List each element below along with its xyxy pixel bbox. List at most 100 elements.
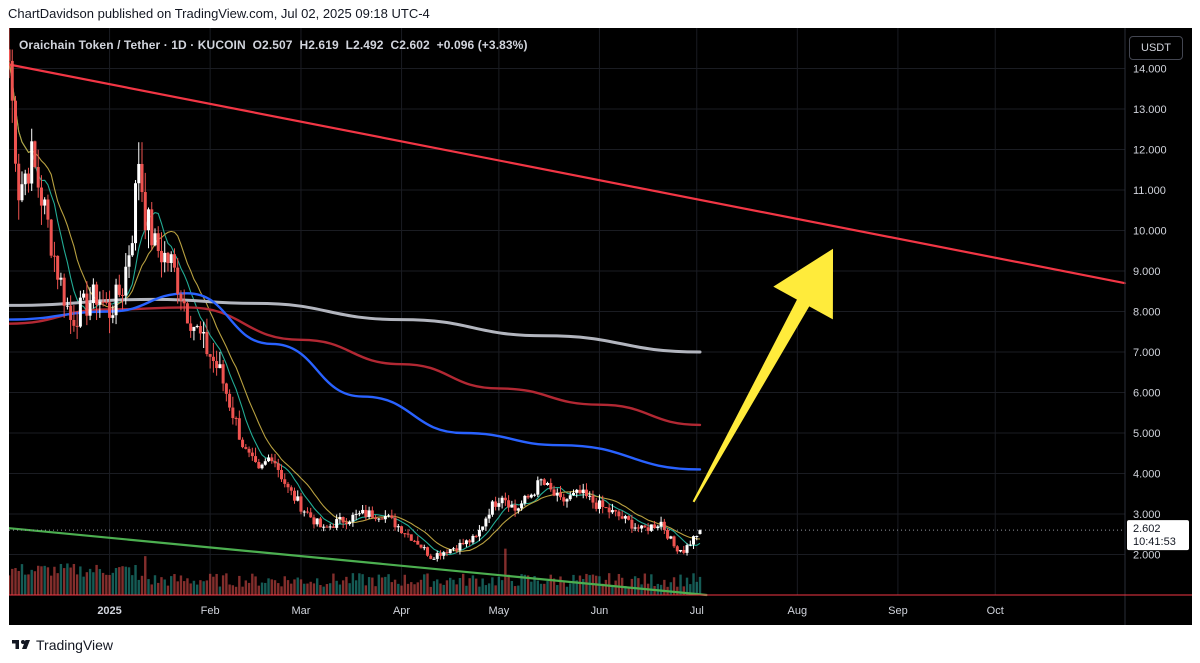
candle-body: [33, 141, 37, 168]
symbol-name: Oraichain Token / Tether · 1D · KUCOIN: [19, 38, 246, 52]
ma-gray-line: [9, 297, 702, 354]
candle-body: [78, 297, 82, 327]
candle-body: [322, 526, 326, 528]
volume-bar: [166, 585, 170, 595]
candle-body: [513, 504, 517, 511]
candle-body: [198, 325, 202, 334]
candle-body: [244, 447, 248, 449]
y-tick-label: 3.000: [1133, 509, 1161, 521]
volume-bar: [471, 575, 475, 595]
volume-bar: [536, 580, 540, 595]
volume-bar: [36, 565, 40, 595]
candle-body: [666, 529, 670, 539]
y-tick-label: 6.000: [1133, 388, 1161, 400]
candle-body: [318, 518, 322, 528]
candle-body: [451, 548, 455, 550]
candle-body: [682, 549, 686, 553]
volume-bar: [543, 583, 546, 595]
candle-body: [520, 503, 524, 509]
candle-body: [562, 497, 566, 502]
candle-body: [481, 526, 485, 530]
volume-bar: [257, 585, 261, 595]
currency-selector[interactable]: USDT: [1129, 36, 1183, 60]
candle-body: [597, 500, 601, 509]
volume-bar: [552, 578, 556, 595]
candle-body: [432, 558, 436, 560]
volume-bar: [461, 573, 465, 595]
candle-body: [477, 529, 481, 537]
candle-body: [69, 305, 73, 320]
candle-body: [442, 552, 446, 556]
volume-bar: [367, 577, 371, 595]
candle-body: [17, 163, 21, 201]
volume-bar: [101, 572, 105, 595]
volume-bar: [607, 573, 611, 595]
candle-body: [487, 514, 491, 519]
volume-bar: [212, 576, 215, 595]
volume-bar: [144, 556, 147, 595]
volume-bar: [387, 574, 390, 595]
volume-bar: [397, 583, 400, 595]
support-line-line: [9, 527, 708, 597]
candle-body: [354, 513, 358, 515]
price-chart[interactable]: 2.000 3.000 4.000 5.000 6.000 7.000 8.000 9.000…: [9, 28, 1192, 625]
volume-bar: [322, 586, 325, 595]
volume-bar: [280, 586, 283, 595]
volume-bar: [549, 574, 552, 595]
volume-bar: [137, 579, 140, 595]
candle-body: [338, 517, 342, 520]
volume-bar: [400, 585, 403, 595]
symbol-legend: Oraichain Token / Tether · 1D · KUCOIN O…: [19, 38, 528, 52]
candle-body: [305, 511, 309, 513]
volume-bar: [293, 579, 296, 595]
volume-bar: [423, 574, 426, 595]
candle-body: [458, 542, 462, 551]
candle-body: [30, 141, 34, 184]
volume-bar: [439, 583, 442, 595]
candle-body: [614, 510, 618, 512]
x-tick-label: Oct: [987, 605, 1004, 617]
candle-body: [367, 510, 371, 517]
candle-body: [357, 513, 361, 515]
candle-body: [289, 487, 293, 491]
volume-bar: [315, 578, 319, 595]
published-caption: ChartDavidson published on TradingView.c…: [8, 6, 430, 21]
candle-body: [584, 489, 588, 497]
candle-body: [679, 549, 683, 552]
candle-body: [636, 527, 640, 529]
candle-body: [523, 495, 527, 504]
candle-body: [542, 479, 546, 485]
candle-body: [630, 519, 634, 529]
volume-bar: [244, 580, 248, 595]
candle-body: [383, 516, 387, 520]
volume-bar: [481, 578, 484, 595]
candle-body: [510, 504, 514, 508]
volume-bar: [72, 563, 76, 595]
candle-body: [59, 277, 63, 280]
volume-bar: [179, 575, 183, 595]
candle-body: [539, 479, 543, 481]
candle-body: [228, 393, 232, 408]
volume-bar: [374, 586, 377, 595]
candle-body: [422, 547, 426, 549]
volume-bar: [59, 563, 63, 595]
volume-bar: [95, 564, 98, 595]
candle-body: [455, 548, 459, 551]
candle-body: [403, 533, 407, 535]
chart-frame: 2.000 3.000 4.000 5.000 6.000 7.000 8.000 9.000…: [9, 28, 1192, 625]
volume-bar: [449, 577, 452, 595]
volume-bar: [413, 584, 416, 595]
volume-bar: [309, 581, 312, 595]
candle-body: [176, 267, 180, 294]
candle-body: [283, 479, 287, 484]
volume-bar: [312, 583, 316, 595]
volume-bar: [208, 573, 212, 595]
candle-body: [46, 199, 50, 220]
volume-bar: [484, 585, 488, 595]
volume-bar: [150, 584, 153, 595]
candle-body: [581, 489, 585, 494]
candle-body: [607, 507, 611, 513]
volume-bar: [62, 568, 66, 595]
candle-body: [623, 516, 627, 519]
volume-bar: [468, 578, 471, 595]
